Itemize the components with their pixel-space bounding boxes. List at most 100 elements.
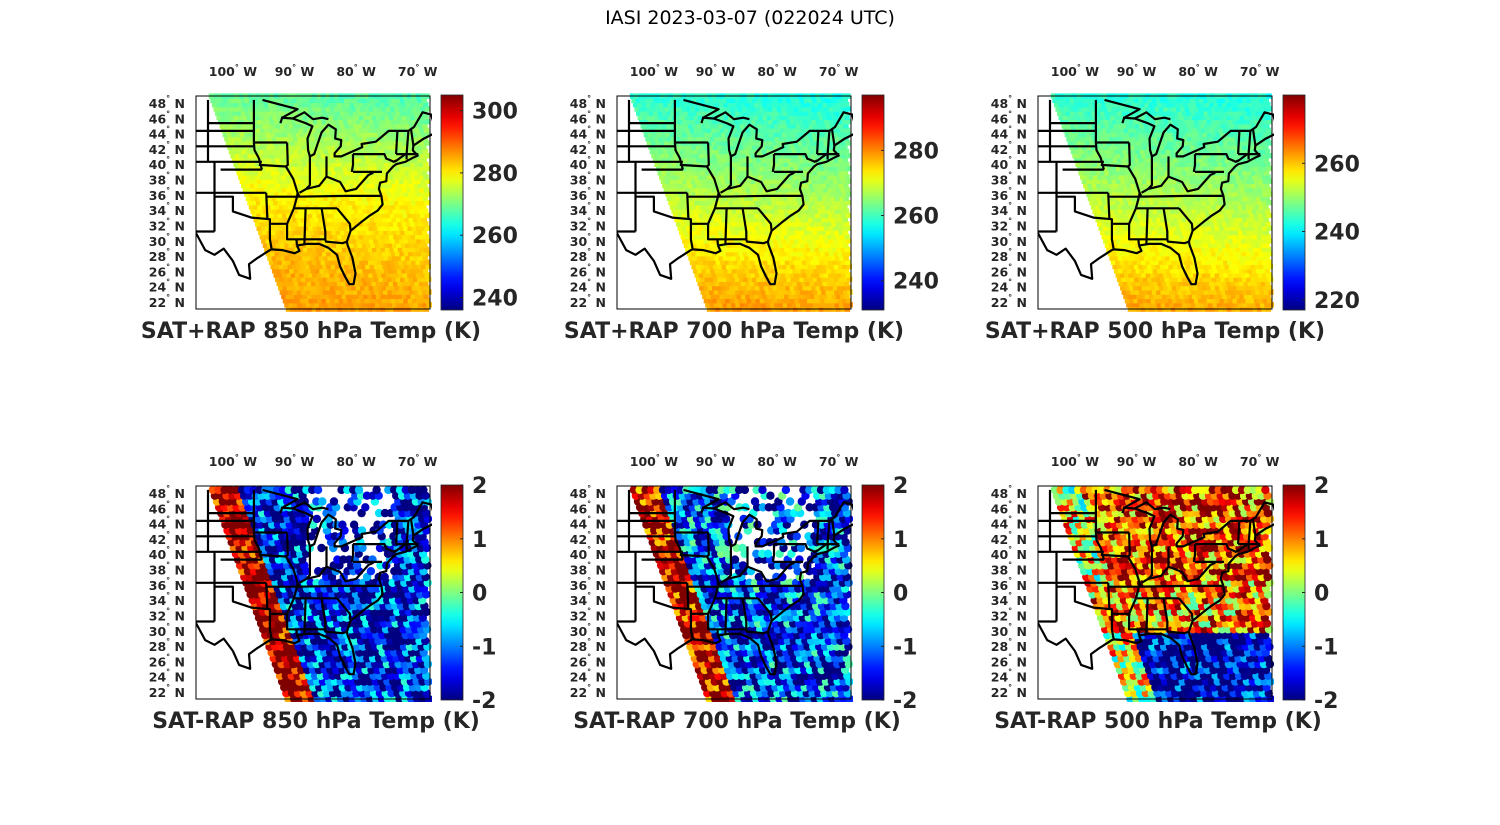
temperature-cell [417,229,423,236]
temperature-cell [326,251,332,257]
temperature-cell [292,276,298,282]
temperature-cell [762,221,768,227]
temperature-cell [1239,280,1245,287]
temperature-cell [229,101,235,108]
temperature-cell [705,208,712,214]
temperature-cell [827,140,834,146]
temperature-cell [303,127,309,133]
temperature-cell [662,182,668,189]
temperature-cell [668,106,675,112]
temperature-cell [827,234,833,240]
temperature-cell [352,97,358,104]
temperature-cell [361,229,367,236]
temperature-cell [1182,242,1188,248]
temperature-cell [778,255,785,261]
temperature-cell [290,272,297,278]
temperature-cell [367,114,373,121]
temperature-cell [416,165,422,172]
temperature-cell [1210,272,1216,278]
temperature-cell [1197,259,1203,265]
temperature-cell [1243,293,1250,299]
temperature-cell [289,234,296,240]
temperature-cell [1229,302,1236,308]
temperature-cell [757,123,763,129]
temperature-cell [822,208,828,214]
temperature-cell [815,153,821,159]
temperature-cell [790,204,796,210]
temperature-cell [411,259,417,265]
temperature-cell [264,246,270,253]
temperature-cell [326,97,333,104]
temperature-cell [268,114,274,121]
temperature-cell [728,199,734,206]
temperature-cell [817,195,823,201]
temperature-cell [358,101,364,108]
temperature-cell [1118,268,1124,274]
temperature-cell [266,97,272,104]
temperature-cell [320,259,326,265]
temperature-cell [736,148,742,155]
temperature-cell [712,225,718,231]
state-border-line [741,208,748,240]
temperature-cell [838,123,845,129]
temperature-cell [781,191,787,197]
temperature-cell [423,174,429,180]
temperature-cell [719,187,726,193]
temperature-cell [275,157,281,163]
temperature-cell [252,131,259,138]
temperature-cell [762,101,768,108]
temperature-cell [816,204,822,210]
temperature-cell [315,234,321,240]
temperature-cell [325,212,331,219]
temperature-cell [840,187,846,193]
temperature-cell [791,302,797,308]
temperature-cell [305,302,312,308]
temperature-cell [750,140,756,146]
temperature-cell [705,195,711,201]
temperature-cell [1113,255,1119,261]
temperature-cell [386,297,392,304]
temperature-cell [708,263,714,270]
temperature-cell [301,182,307,189]
temperature-cell [373,204,380,210]
temperature-cell [839,208,845,214]
temperature-cell [388,174,395,180]
temperature-cell [739,110,745,116]
temperature-cell [1154,297,1161,304]
temperature-cell [809,148,815,155]
temperature-cell [844,280,850,287]
temperature-cell [666,195,673,201]
temperature-cell [811,297,817,304]
temperature-cell [787,255,793,261]
temperature-cell [370,229,376,236]
temperature-cell [388,234,395,240]
temperature-cell [782,97,788,104]
temperature-cell [812,97,818,104]
temperature-cell [403,251,410,257]
temperature-cell [308,178,314,184]
temperature-cell [364,165,370,172]
temperature-cell [701,136,707,142]
temperature-cell [797,199,803,206]
temperature-cell [687,144,693,150]
temperature-cell [694,165,701,172]
temperature-cell [777,297,783,304]
temperature-cell [710,161,716,167]
temperature-cell [769,216,775,223]
temperature-cell [1121,289,1127,295]
temperature-cell [406,174,412,180]
temperature-cell [357,195,364,201]
temperature-cell [271,195,277,201]
temperature-cell [330,204,337,210]
temperature-cell [1145,285,1152,291]
temperature-cell [718,268,725,274]
temperature-cell [786,204,792,210]
temperature-cell [386,204,393,210]
temperature-cell [354,280,360,287]
temperature-cell [255,174,261,180]
temperature-cell [289,221,295,227]
temperature-cell [829,157,835,163]
temperature-cell [317,263,324,270]
temperature-cell [424,212,430,219]
temperature-cell [358,234,365,240]
